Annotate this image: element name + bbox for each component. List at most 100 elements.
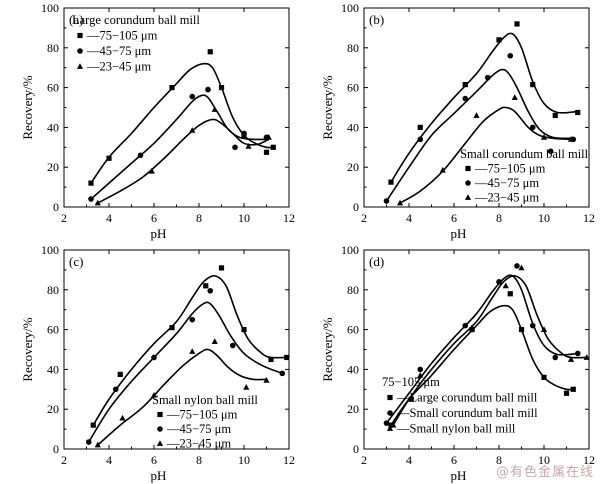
x-tick-label: 4 <box>106 453 112 467</box>
data-point-square <box>263 149 270 155</box>
data-point-circle <box>462 322 469 329</box>
data-point-triangle <box>567 136 575 142</box>
data-point-square <box>496 37 502 43</box>
x-tick-label: 2 <box>61 453 67 467</box>
series-group <box>85 287 286 445</box>
x-tick-label: 12 <box>283 211 295 225</box>
legend-marker <box>157 426 163 432</box>
data-point-triangle <box>119 414 126 421</box>
legend-marker <box>156 440 164 446</box>
data-point-triangle <box>211 338 218 344</box>
data-point-circle <box>241 130 247 137</box>
panel-tag: (b) <box>369 12 384 27</box>
x-tick-label: 8 <box>196 211 202 225</box>
legend-title: 75−105 μm <box>382 375 440 389</box>
data-point-circle <box>279 370 286 377</box>
y-tick-label: 100 <box>341 1 359 15</box>
data-point-square <box>218 265 225 271</box>
legend-entry: —23−45 μm <box>86 60 151 74</box>
data-point-square <box>541 374 547 380</box>
y-tick-label: 20 <box>347 402 359 416</box>
data-point-triangle <box>583 354 590 360</box>
legend-marker <box>76 63 84 69</box>
y-tick-label: 20 <box>47 402 59 416</box>
series-curve <box>385 274 578 424</box>
panel-b-chart: 2 4 6 8 10 12 0 20 40 60 80 100 pH Recovery/% (b) Small… <box>320 1 595 241</box>
data-point-square <box>88 180 94 186</box>
y-tick-label: 40 <box>347 362 359 376</box>
legend-marker <box>465 180 471 186</box>
data-point-circle <box>151 354 157 361</box>
watermark-text: @有色金属在线 <box>495 465 594 480</box>
data-point-circle <box>417 136 424 143</box>
data-point-square <box>90 422 96 428</box>
y-tick-label: 0 <box>53 200 59 214</box>
x-tick-label: 10 <box>238 453 250 467</box>
legend-entry: —23−45 μm <box>166 437 231 451</box>
data-point-square <box>552 112 558 119</box>
data-point-circle <box>85 439 92 445</box>
series-curve <box>392 274 587 426</box>
data-point-circle <box>229 342 236 349</box>
data-point-square <box>106 155 112 161</box>
x-tick-label: 2 <box>61 211 67 225</box>
x-axis-label: pH <box>151 226 167 241</box>
data-point-circle <box>417 366 424 373</box>
legend-marker <box>77 32 83 39</box>
data-point-circle <box>383 198 390 204</box>
y-tick-label: 40 <box>347 120 359 134</box>
data-point-circle <box>529 124 536 131</box>
data-point-circle <box>88 196 94 202</box>
data-point-triangle <box>211 106 218 112</box>
data-point-circle <box>574 350 581 357</box>
legend-marker <box>77 48 83 54</box>
data-point-triangle <box>540 326 548 332</box>
data-point-square <box>268 356 274 363</box>
data-point-circle <box>547 148 554 155</box>
data-point-circle <box>484 74 491 81</box>
data-point-triangle <box>511 94 518 100</box>
data-point-square <box>514 21 520 27</box>
x-tick-label: 2 <box>361 453 367 467</box>
legend-entry: —Large corundum ball mill <box>396 391 538 405</box>
legend-entry: —Small corundum ball mill <box>396 406 538 420</box>
data-point-circle <box>137 152 144 159</box>
data-point-square <box>388 179 394 185</box>
y-tick-label: 80 <box>47 41 59 55</box>
data-point-triangle <box>439 166 446 173</box>
data-point-circle <box>189 93 196 100</box>
series-curve <box>97 348 267 446</box>
y-tick-label: 100 <box>41 1 59 15</box>
data-point-square <box>518 327 525 333</box>
x-tick-label: 10 <box>538 211 550 225</box>
data-point-triangle <box>390 421 397 428</box>
series-curve <box>92 274 287 426</box>
data-point-square <box>507 291 513 297</box>
legend-entry: —45−75 μm <box>166 422 231 436</box>
y-tick-label: 60 <box>47 81 59 95</box>
series-curve <box>390 32 578 183</box>
legend: Small nylon ball mill—75−105 μm—45−75 μm… <box>152 393 258 451</box>
x-tick-label: 12 <box>283 453 295 467</box>
y-tick-label: 60 <box>347 323 359 337</box>
data-point-circle <box>552 354 559 361</box>
data-point-triangle <box>148 167 155 174</box>
data-point-square <box>575 109 581 116</box>
x-tick-label: 8 <box>196 453 202 467</box>
data-point-square <box>530 82 536 88</box>
x-tick-label: 4 <box>406 211 412 225</box>
data-point-square <box>169 325 175 331</box>
panel-c-chart: 2 4 6 8 10 12 0 20 40 60 80 100 pH Recovery/% (c) Small… <box>20 243 295 483</box>
series-curve <box>399 106 572 204</box>
panel-tag: (c) <box>69 254 83 269</box>
data-point-triangle <box>473 112 480 118</box>
data-point-square <box>462 82 468 88</box>
data-point-circle <box>112 386 119 393</box>
legend-title: Small corundum ball mill <box>460 147 589 161</box>
legend-entry: —23−45 μm <box>474 191 539 205</box>
legend-entry: —Small nylon ball mill <box>396 422 516 436</box>
legend-entry: —45−75 μm <box>474 176 539 190</box>
series-group <box>94 338 270 448</box>
x-tick-label: 4 <box>406 453 412 467</box>
legend-marker <box>387 410 393 416</box>
